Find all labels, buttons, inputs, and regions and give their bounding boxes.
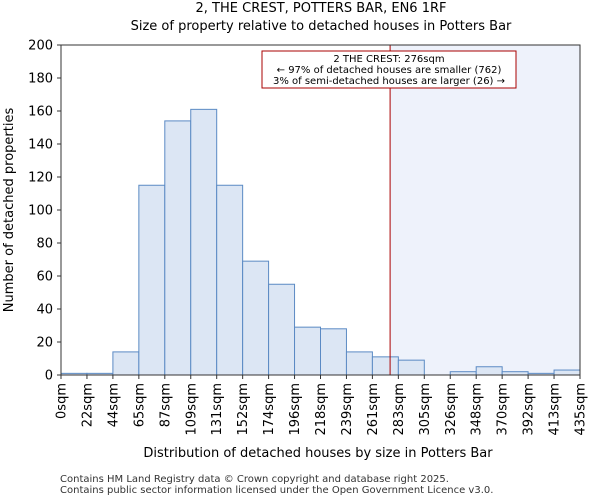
x-tick-label: 44sqm xyxy=(106,383,121,427)
x-tick-label: 152sqm xyxy=(236,383,251,436)
histogram-bar xyxy=(553,369,581,376)
x-axis-label: Distribution of detached houses by size … xyxy=(143,446,493,461)
x-tick-label: 131sqm xyxy=(210,383,225,436)
x-tick-label: 87sqm xyxy=(158,383,173,427)
x-tick-label: 218sqm xyxy=(314,383,329,436)
annotation-frame xyxy=(261,50,517,89)
y-tick-label: 0 xyxy=(45,369,53,384)
x-tick-label: 348sqm xyxy=(470,383,485,436)
histogram-bar xyxy=(371,356,399,376)
y-tick-label: 200 xyxy=(28,39,53,54)
y-tick-label: 120 xyxy=(28,171,53,186)
y-axis-label: Number of detached properties xyxy=(2,108,17,313)
footer-line1: Contains HM Land Registry data © Crown c… xyxy=(60,474,449,485)
histogram-bar xyxy=(397,359,425,376)
larger-than-subject-shade xyxy=(390,45,580,375)
annotation-line2: ← 97% of detached houses are smaller (76… xyxy=(277,65,502,76)
x-tick-label: 261sqm xyxy=(366,383,381,436)
annotation-line3: 3% of semi-detached houses are larger (2… xyxy=(273,76,505,87)
x-tick-label: 370sqm xyxy=(496,383,511,436)
x-tick-label: 239sqm xyxy=(340,383,355,436)
y-tick-label: 140 xyxy=(28,138,53,153)
x-tick-label: 305sqm xyxy=(418,383,433,436)
x-tick-label: 435sqm xyxy=(574,383,589,436)
x-tick-label: 22sqm xyxy=(80,383,95,427)
histogram-bar xyxy=(268,283,296,376)
histogram-bar xyxy=(475,366,503,376)
annotation-line1: 2 THE CREST: 276sqm xyxy=(333,54,444,65)
footer-line2: Contains public sector information licen… xyxy=(60,485,493,496)
y-tick-label: 60 xyxy=(36,270,53,285)
y-tick-label: 40 xyxy=(36,303,53,318)
x-tick-label: 283sqm xyxy=(392,383,407,436)
histogram-bar xyxy=(242,260,270,376)
chart-title-line1: 2, THE CREST, POTTERS BAR, EN6 1RF xyxy=(196,1,447,16)
x-tick-label: 109sqm xyxy=(184,383,199,436)
y-tick-label: 160 xyxy=(28,105,53,120)
histogram-bar xyxy=(112,351,140,376)
histogram-bar xyxy=(345,351,373,376)
annotation-box: 2 THE CREST: 276sqm ← 97% of detached ho… xyxy=(261,50,517,89)
x-tick-label: 392sqm xyxy=(522,383,537,436)
x-tick-label: 0sqm xyxy=(55,383,70,419)
histogram-bar xyxy=(138,184,166,376)
chart-title-line2: Size of property relative to detached ho… xyxy=(131,19,512,34)
histogram-bar xyxy=(216,184,244,376)
y-tick-label: 20 xyxy=(36,336,53,351)
histogram-bar xyxy=(320,328,347,376)
histogram-bar xyxy=(294,326,321,376)
histogram-bar xyxy=(190,108,218,376)
x-tick-label: 196sqm xyxy=(288,383,303,436)
plot-frame xyxy=(60,44,581,376)
x-tick-label: 174sqm xyxy=(262,383,277,436)
histogram-bar xyxy=(164,120,192,376)
x-tick-label: 413sqm xyxy=(548,383,563,436)
x-tick-label: 326sqm xyxy=(444,383,459,436)
y-tick-label: 80 xyxy=(36,237,53,252)
y-tick-label: 180 xyxy=(28,72,53,87)
y-tick-label: 100 xyxy=(28,204,53,219)
x-tick-label: 65sqm xyxy=(132,383,147,427)
